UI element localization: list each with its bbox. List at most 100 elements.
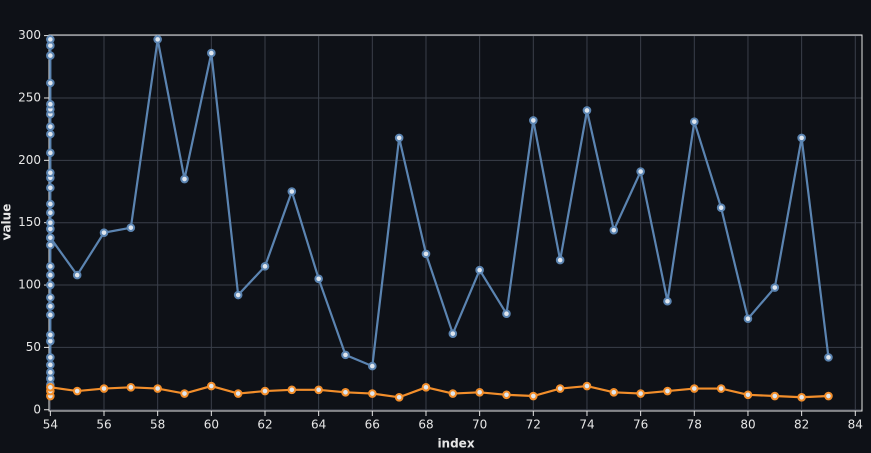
series-line — [49, 384, 829, 399]
y-tick-label: 100 — [18, 278, 41, 292]
point — [341, 387, 350, 397]
point — [663, 296, 672, 306]
point — [72, 386, 82, 396]
x-tick-label: 58 — [150, 418, 165, 432]
x-tick-label: 84 — [848, 418, 863, 432]
point — [46, 262, 55, 271]
point — [46, 208, 55, 218]
x-axis-title: index — [437, 437, 474, 451]
point — [582, 106, 592, 115]
point — [180, 389, 189, 398]
y-tick-label: 300 — [18, 28, 41, 42]
point — [207, 48, 216, 58]
point — [46, 122, 55, 131]
point — [663, 386, 672, 396]
y-tick-label: 0 — [33, 402, 41, 416]
point — [368, 361, 377, 371]
x-tick-label: 70 — [472, 418, 487, 432]
point — [555, 384, 565, 393]
y-tick-label: 150 — [18, 215, 41, 229]
point — [99, 228, 109, 237]
point — [368, 389, 377, 398]
point — [341, 350, 350, 360]
x-tick-label: 76 — [633, 418, 648, 432]
point — [582, 381, 592, 391]
x-tick-label: 82 — [794, 418, 809, 432]
x-tick-label: 68 — [418, 418, 433, 432]
point — [46, 183, 55, 193]
x-tick-label: 62 — [257, 418, 272, 432]
point — [46, 330, 55, 340]
point — [46, 51, 55, 60]
point — [287, 385, 297, 395]
point — [153, 35, 162, 44]
point — [797, 133, 806, 143]
point — [260, 262, 270, 271]
point — [153, 384, 162, 393]
point — [287, 187, 297, 196]
point — [233, 290, 243, 300]
x-tick-label: 80 — [740, 418, 755, 432]
point — [314, 274, 323, 284]
point — [636, 389, 645, 398]
point — [46, 199, 55, 209]
point — [529, 116, 538, 125]
x-tick-label: 56 — [96, 418, 111, 432]
point — [46, 353, 55, 362]
x-tick-label: 54 — [43, 418, 58, 432]
point — [46, 240, 55, 250]
point — [46, 360, 55, 370]
point — [394, 133, 404, 143]
point — [46, 301, 55, 311]
point — [394, 392, 404, 402]
point — [555, 255, 565, 265]
x-tick-label: 64 — [311, 418, 326, 432]
point — [475, 265, 484, 275]
point — [314, 385, 323, 395]
point — [260, 386, 270, 396]
point — [46, 78, 55, 88]
point — [207, 381, 216, 391]
point — [46, 35, 55, 44]
point — [502, 390, 511, 400]
y-tick-label: 50 — [26, 340, 41, 354]
point — [46, 148, 55, 158]
point — [46, 383, 55, 392]
point — [46, 368, 55, 377]
point — [46, 99, 55, 109]
point — [797, 392, 806, 402]
point — [46, 280, 55, 290]
point — [609, 225, 619, 235]
point — [46, 270, 55, 280]
point — [690, 384, 699, 393]
x-tick-label: 78 — [687, 418, 702, 432]
x-tick-label: 74 — [579, 418, 594, 432]
point — [690, 117, 699, 126]
y-tick-label: 250 — [18, 90, 41, 104]
point — [180, 174, 189, 184]
point — [46, 233, 55, 242]
point — [99, 384, 109, 393]
point — [126, 223, 136, 232]
point — [475, 387, 484, 397]
point — [824, 391, 833, 401]
x-tick-label: 60 — [204, 418, 219, 432]
point — [609, 387, 619, 397]
point — [46, 218, 55, 227]
point — [46, 168, 55, 178]
point — [636, 167, 645, 176]
point — [421, 249, 431, 259]
point — [233, 389, 243, 398]
y-axis-title: value — [0, 204, 14, 241]
x-tick-label: 72 — [526, 418, 541, 432]
point — [46, 310, 55, 320]
point — [421, 383, 431, 392]
x-tick-label: 66 — [365, 418, 380, 432]
point — [72, 270, 82, 280]
point — [770, 283, 780, 292]
point — [716, 203, 726, 213]
point — [743, 390, 753, 400]
y-tick-label: 200 — [18, 153, 41, 167]
point — [529, 391, 538, 401]
point — [46, 293, 55, 302]
